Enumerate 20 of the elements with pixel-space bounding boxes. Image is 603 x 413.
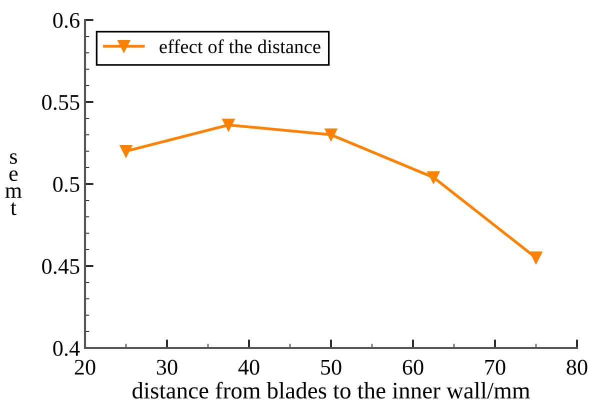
y-tick-label: 0.4 [53,340,80,356]
legend-label: effect of the distance [160,39,320,54]
point [222,118,235,132]
x-tick-label: 20 [74,360,96,375]
y-tick-label: 0.6 [53,12,80,28]
point [120,144,132,158]
point [530,252,542,264]
point [324,128,338,142]
x-tick-label: 40 [238,360,260,375]
x-tick-label: 80 [566,360,588,375]
y-tick-label: 0.45 [42,258,80,274]
y-tick-label: 0.5 [53,176,80,192]
x-tick-label: 70 [485,360,506,375]
point [427,171,440,184]
y-axis-title: semt [5,153,22,216]
x-axis-title: distance from blades to the inner wall/mm [132,382,530,399]
x-tick-label: 30 [156,360,178,375]
x-tick-label: 50 [321,360,342,375]
y-tick-label: 0.55 [42,94,80,110]
x-tick-label: 60 [402,360,424,375]
